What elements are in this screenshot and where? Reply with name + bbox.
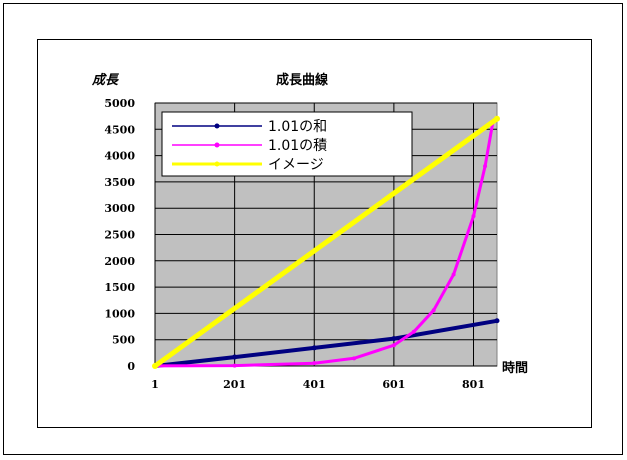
y-axis-label: 成長 — [91, 72, 119, 88]
series-1-point — [232, 363, 237, 368]
x-tick-label: 401 — [303, 378, 326, 391]
x-axis-label: 時間 — [502, 360, 528, 376]
series-1-point — [391, 343, 396, 348]
x-tick-labels: 1 201 401 601 801 — [151, 378, 485, 391]
series-1-point — [483, 164, 488, 169]
series-0-point — [391, 336, 397, 342]
legend-label-0: 1.01の和 — [268, 119, 327, 135]
y-tick-label: 2500 — [104, 229, 135, 242]
series-layer — [152, 115, 500, 369]
series-1-point — [411, 329, 416, 334]
series-1-point — [451, 272, 456, 277]
x-tick-label: 1 — [151, 378, 159, 391]
series-1-point — [312, 361, 317, 366]
y-tick-label: 500 — [112, 334, 135, 347]
horizontal-gridlines — [155, 102, 497, 367]
series-2-point — [494, 115, 500, 122]
x-tick-label: 601 — [382, 378, 405, 391]
y-tick-label: 3500 — [104, 176, 135, 189]
y-tick-label: 0 — [127, 360, 135, 373]
y-tick-label: 5000 — [104, 97, 135, 110]
legend-marker-2 — [214, 161, 220, 167]
legend-marker-1 — [214, 142, 220, 148]
series-0-point — [311, 345, 317, 351]
y-tick-label: 1000 — [104, 307, 135, 320]
y-tick-label: 4500 — [104, 123, 135, 136]
y-tick-label: 1500 — [104, 281, 135, 294]
x-tick-label: 801 — [462, 378, 485, 391]
series-0-point — [232, 354, 238, 360]
y-tick-label: 2000 — [104, 255, 135, 268]
series-2-point — [152, 363, 158, 369]
series-0-point — [494, 318, 500, 324]
series-1-point — [431, 308, 436, 313]
series-1-point — [471, 214, 476, 219]
y-tick-labels: 0 500 1000 1500 2000 2500 3000 3500 4000 4500 5000 — [104, 97, 135, 373]
chart-title: 成長曲線 — [276, 72, 329, 88]
legend-label-2: イメージ — [268, 157, 324, 173]
series-1-point — [352, 356, 357, 361]
legend-label-1: 1.01の積 — [268, 138, 327, 154]
y-tick-label: 4000 — [104, 150, 135, 163]
legend-marker-0 — [214, 123, 220, 129]
x-tick-label: 201 — [223, 378, 246, 391]
series-line-2 — [152, 116, 500, 369]
y-tick-label: 3000 — [104, 202, 135, 215]
